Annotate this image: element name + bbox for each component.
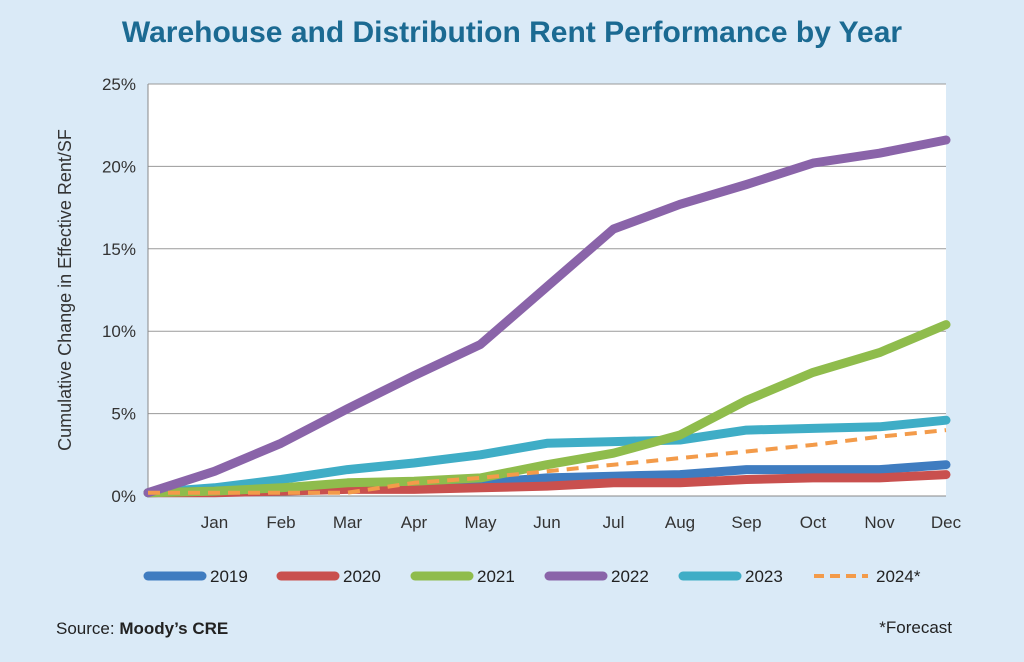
x-tick-label: Nov [864,513,895,532]
y-tick-label: 25% [102,75,136,94]
x-tick-label: Jan [201,513,228,532]
legend-item: 2020 [276,567,381,586]
source-name: Moody’s CRE [119,619,229,638]
x-tick-label: Jul [603,513,625,532]
legend-label: 2023 [745,567,783,586]
legend-label: 2022 [611,567,649,586]
legend-label: 2021 [477,567,515,586]
y-tick-label: 0% [111,487,136,506]
series-line-2023 [143,415,951,498]
legend-item: 2024* [814,567,921,586]
source-prefix: Source: [56,619,120,638]
legend-item: 2019 [143,567,248,586]
x-tick-label: Aug [665,513,695,532]
forecast-footnote: *Forecast [879,618,952,637]
x-tick-label: Apr [401,513,428,532]
source-note: Source: Moody’s CRE [56,619,228,639]
y-tick-label: 5% [111,405,136,424]
legend: 2019 2020 2021 2022 2023 2024* [143,567,921,586]
legend-item: 2023 [678,567,783,586]
y-axis-label: Cumulative Change in Effective Rent/SF [55,129,75,451]
y-tick-label: 15% [102,240,136,259]
x-tick-label: Dec [931,513,962,532]
x-tick-label: Jun [533,513,560,532]
x-tick-label: Mar [333,513,363,532]
legend-label: 2019 [210,567,248,586]
x-tick-label: May [464,513,497,532]
y-tick-label: 10% [102,322,136,341]
series-line-2022 [143,135,951,498]
x-tick-label: Oct [800,513,827,532]
series-lines [143,135,951,498]
x-tick-label: Sep [731,513,761,532]
series-line-2021 [143,320,951,498]
chart-title: Warehouse and Distribution Rent Performa… [121,16,903,49]
x-tick-label: Feb [266,513,295,532]
legend-label: 2024* [876,567,921,586]
y-tick-label: 20% [102,157,136,176]
legend-label: 2020 [343,567,381,586]
series-line-2024 [148,428,947,495]
x-axis-ticks: Jan Feb Mar Apr May Jun Jul Aug Sep Oct Nov Dec [201,513,962,532]
legend-item: 2022 [544,567,649,586]
y-axis-ticks: 0% 5% 10% 15% 20% 25% [102,75,136,506]
gridlines [147,83,946,497]
legend-item: 2021 [410,567,515,586]
